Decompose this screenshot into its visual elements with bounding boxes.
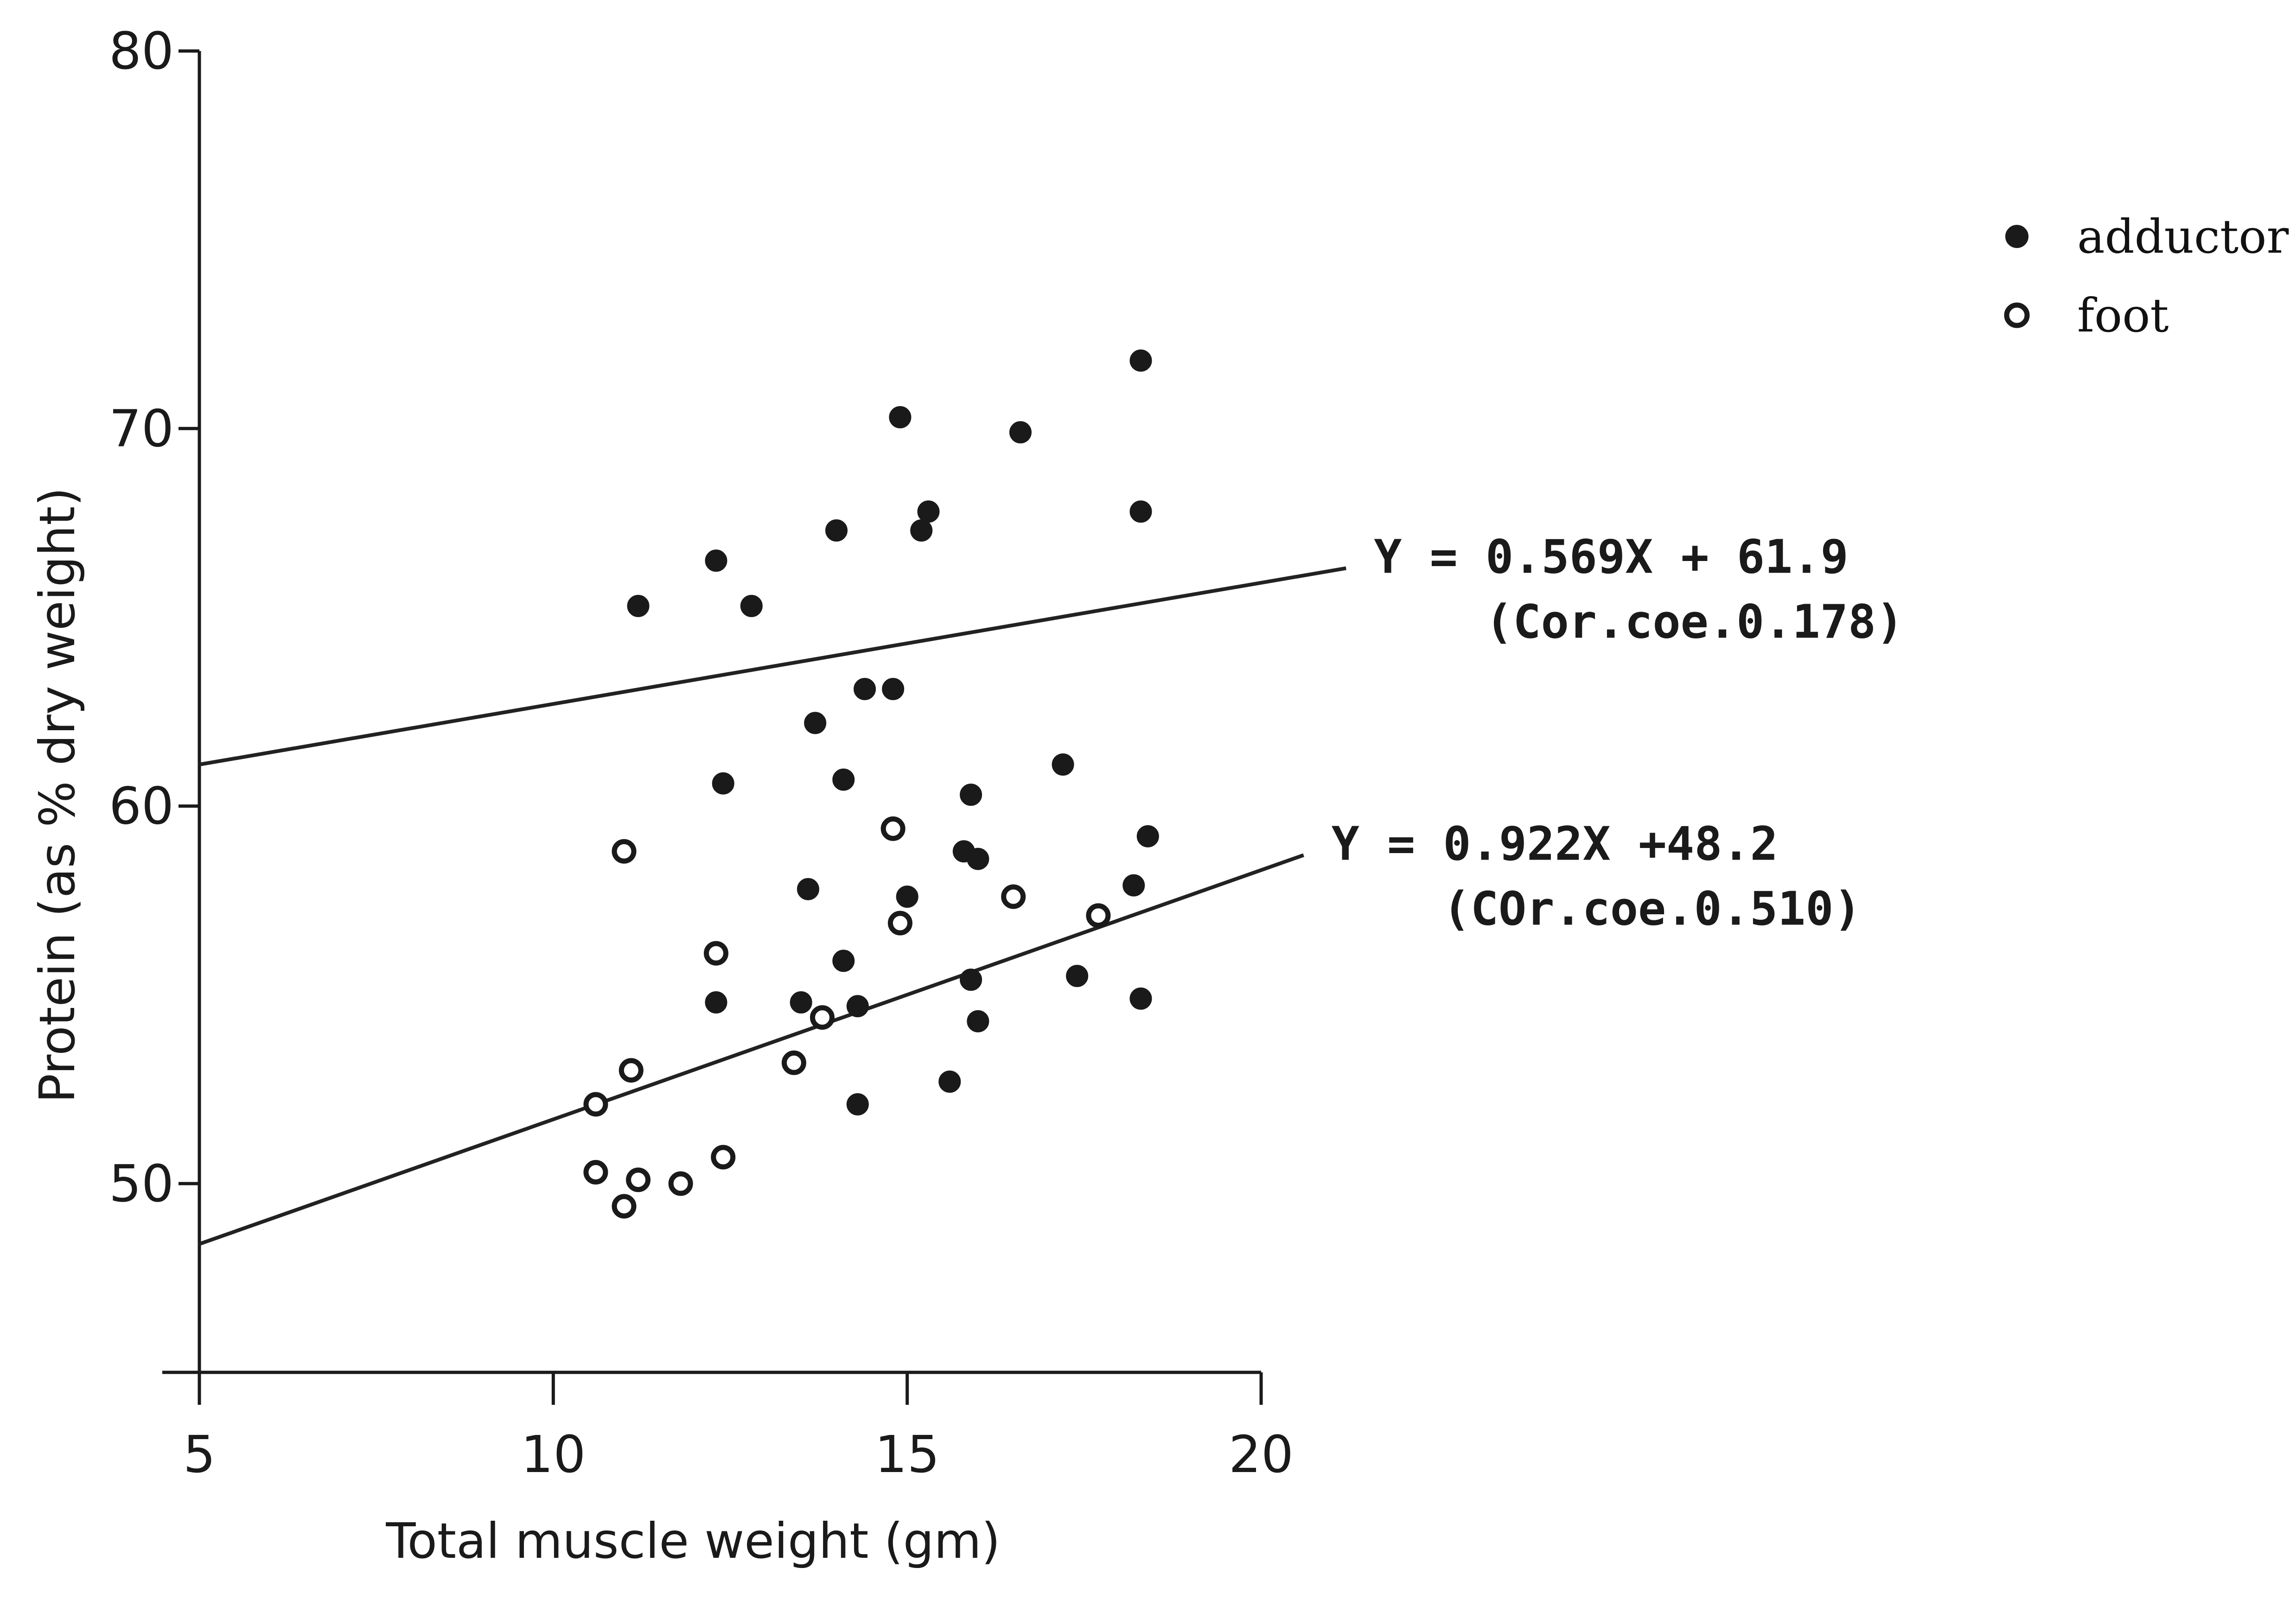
- data-point-foot: [1086, 903, 1111, 928]
- data-point-foot: [612, 839, 637, 864]
- x-ticks: 5 10 15 20: [183, 1372, 1294, 1484]
- data-point-adductor: [740, 595, 763, 617]
- data-point-adductor: [1122, 874, 1145, 897]
- y-tick-label: 60: [109, 777, 174, 836]
- data-point-adductor: [846, 1093, 869, 1116]
- data-point-adductor: [1129, 987, 1152, 1010]
- data-point-adductor: [1129, 500, 1152, 523]
- data-point-adductor: [825, 519, 848, 542]
- data-point-adductor: [889, 406, 912, 428]
- x-tick-label: 10: [521, 1425, 586, 1484]
- data-point-foot: [626, 1167, 651, 1192]
- data-point-adductor: [960, 784, 982, 806]
- data-point-adductor: [938, 1071, 961, 1093]
- data-point-adductor: [804, 712, 827, 734]
- data-point-adductor: [797, 878, 819, 900]
- data-point-foot: [668, 1171, 693, 1196]
- data-point-adductor: [967, 1010, 989, 1033]
- data-point-foot: [1001, 884, 1026, 909]
- data-point-adductor: [705, 991, 727, 1014]
- data-point-adductor: [1066, 965, 1089, 987]
- x-tick-label: 20: [1229, 1425, 1294, 1484]
- data-point-foot: [619, 1058, 644, 1083]
- data-point-adductor: [705, 549, 727, 572]
- data-point-adductor: [1009, 421, 1032, 444]
- y-tick-label: 70: [109, 399, 174, 458]
- data-point-foot: [880, 816, 906, 841]
- data-point-foot: [810, 1005, 835, 1030]
- data-point-adductor: [854, 678, 876, 701]
- data-point-foot: [711, 1145, 736, 1170]
- data-point-adductor: [790, 991, 812, 1014]
- fit-line-adductor: [199, 566, 1346, 766]
- fit-coefficient-foot: (COr.coe.0.510): [1443, 881, 1862, 936]
- data-point-adductor: [917, 500, 940, 523]
- fit-lines: Y = 0.569X + 61.9 (Cor.coe.0.178) Y = 0.92…: [198, 530, 1904, 1246]
- y-tick-label: 50: [109, 1154, 174, 1213]
- legend: adductor foot: [2004, 210, 2289, 343]
- data-point-adductor: [960, 969, 982, 991]
- y-axis-title: Protein (as % dry weight): [29, 487, 86, 1103]
- fit-coefficient-adductor: (Cor.coe.0.178): [1485, 595, 1904, 649]
- data-point-adductor: [882, 678, 905, 701]
- x-tick-label: 15: [875, 1425, 940, 1484]
- data-point-adductor: [712, 772, 734, 795]
- data-point-foot: [781, 1050, 806, 1075]
- data-point-foot: [703, 941, 728, 966]
- data-point-adductor: [832, 768, 855, 791]
- y-tick-label: 80: [109, 21, 174, 81]
- data-point-adductor: [846, 995, 869, 1018]
- data-point-foot: [583, 1160, 608, 1185]
- legend-label-foot: foot: [2077, 288, 2169, 343]
- data-point-adductor: [896, 886, 918, 908]
- data-point-foot: [612, 1194, 637, 1219]
- y-ticks: 50 60 70 80: [109, 21, 199, 1213]
- data-point-adductor: [832, 950, 855, 972]
- data-point-adductor: [627, 595, 650, 617]
- legend-marker-foot: [2004, 302, 2030, 328]
- axes: 50 60 70 80 5 10 15 20: [109, 21, 1294, 1484]
- legend-marker-adductor: [2005, 225, 2028, 248]
- fit-equation-adductor: Y = 0.569X + 61.9: [1374, 530, 1849, 584]
- data-points: [583, 349, 1159, 1219]
- data-point-adductor: [1129, 349, 1152, 372]
- data-point-adductor: [967, 848, 989, 870]
- data-point-adductor: [1136, 825, 1159, 848]
- data-point-foot: [887, 911, 912, 936]
- legend-label-adductor: adductor: [2077, 210, 2289, 264]
- x-tick-label: 5: [183, 1425, 216, 1484]
- data-point-foot: [583, 1092, 608, 1117]
- fit-line-foot: [198, 853, 1304, 1246]
- fit-equation-foot: Y = 0.922X +48.2: [1332, 816, 1778, 871]
- data-point-adductor: [910, 519, 933, 542]
- data-point-adductor: [1052, 753, 1074, 776]
- x-axis-title: Total muscle weight (gm): [385, 1513, 1000, 1569]
